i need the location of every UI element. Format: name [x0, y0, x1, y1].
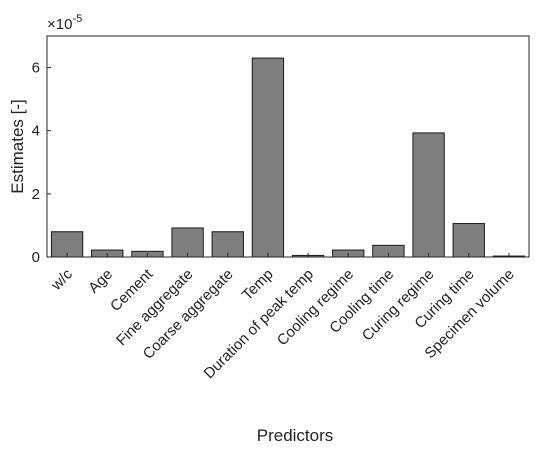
bar-5	[251, 57, 285, 258]
bar-3	[171, 227, 204, 258]
bar-9	[412, 132, 445, 258]
y-tick-label-2: 4	[32, 123, 40, 140]
x-axis-title: Predictors	[257, 426, 334, 445]
bars-group	[50, 57, 526, 258]
plot-area-frame	[46, 35, 530, 258]
y-tick-label-3: 6	[32, 60, 40, 77]
y-tick-label-0: 0	[32, 249, 40, 266]
bar-0	[50, 231, 84, 258]
y-axis-title: Estimates [-]	[8, 99, 27, 193]
x-tick-label-5: Temp	[239, 266, 277, 304]
y-axis: 0 2 4 6	[32, 60, 51, 266]
bar-4	[211, 231, 244, 258]
bar-10	[452, 223, 485, 258]
multiplier-base: ×10	[47, 16, 72, 33]
x-tick-label-1: Age	[85, 266, 116, 297]
x-tick-label-0: w/c	[47, 265, 76, 294]
y-axis-multiplier: ×10-5	[47, 13, 82, 33]
y-tick-label-1: 2	[32, 186, 40, 203]
multiplier-exponent: -5	[72, 13, 82, 25]
